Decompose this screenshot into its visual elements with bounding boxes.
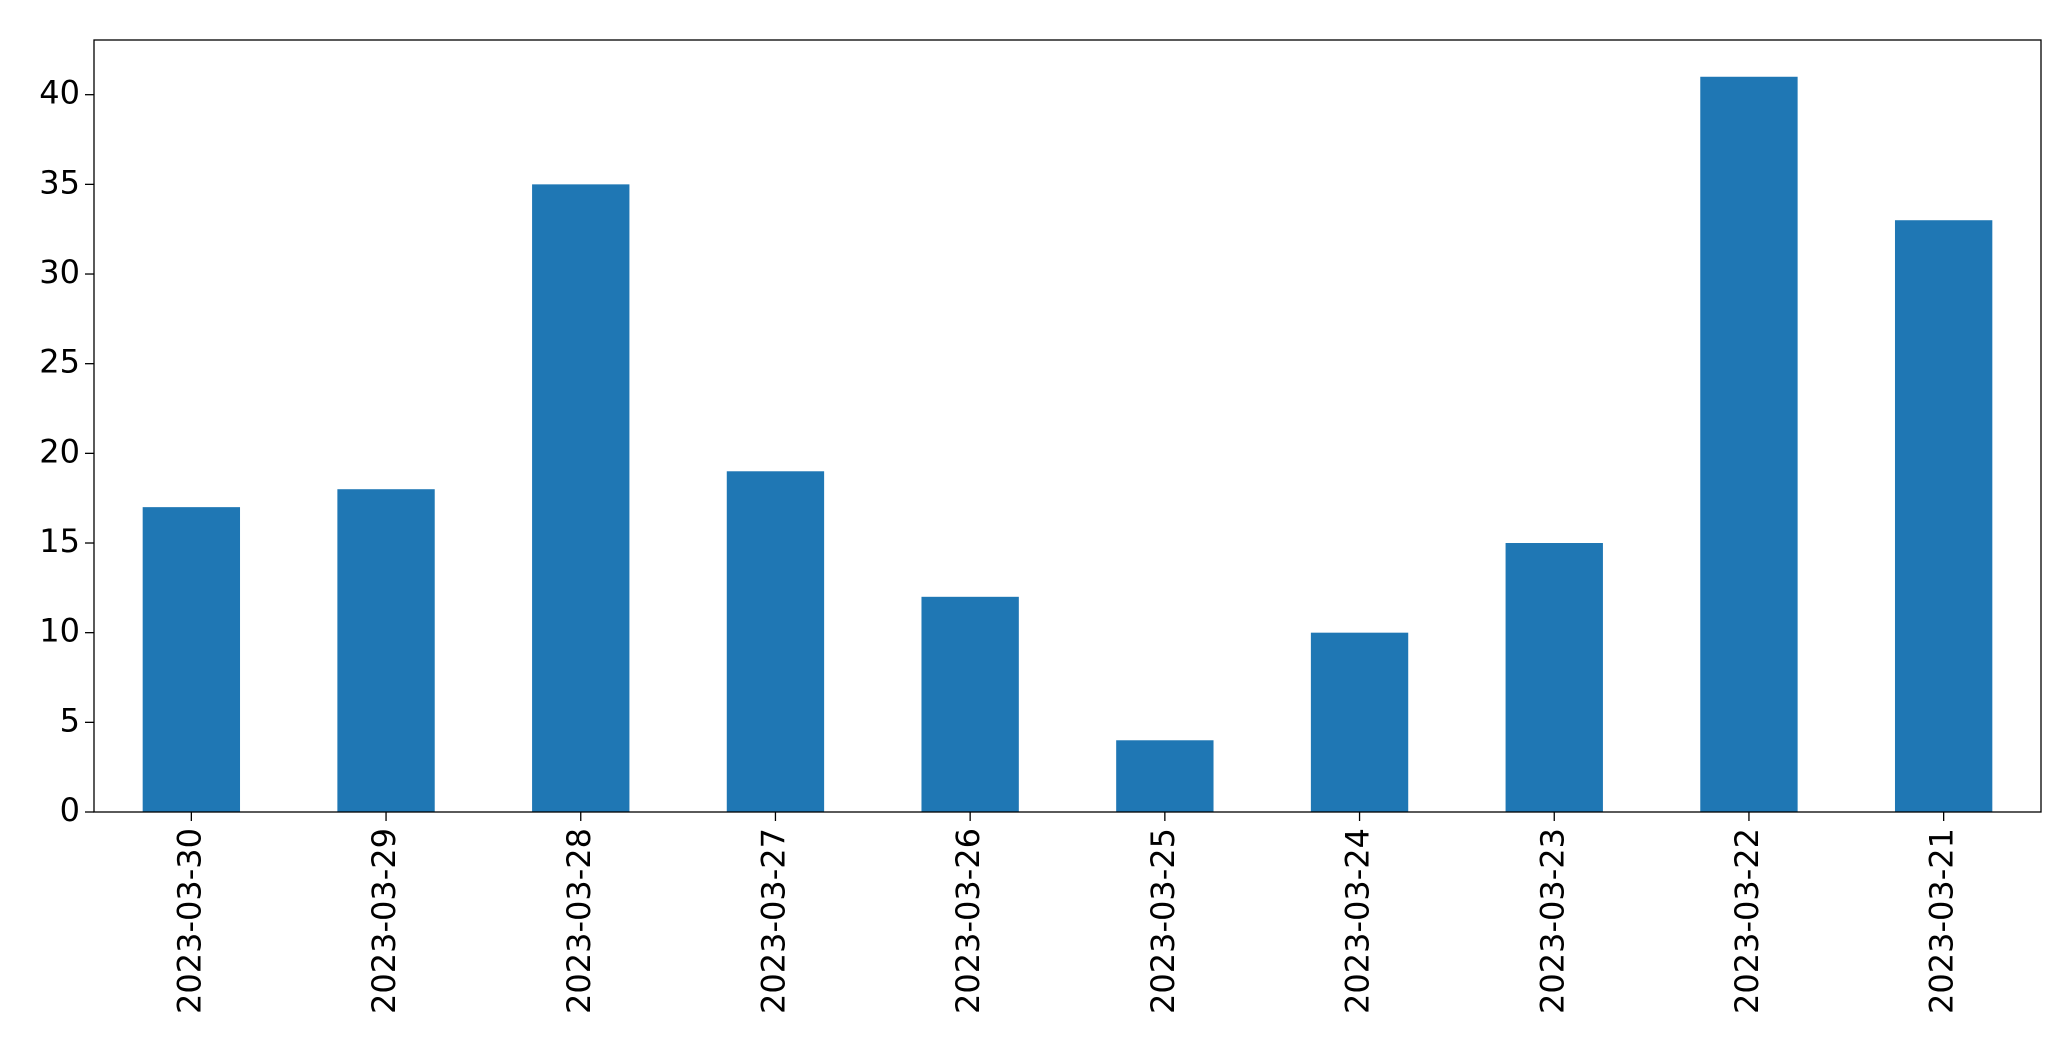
bar: [1505, 543, 1603, 812]
x-tick-label: 2023-03-24: [1339, 828, 1377, 1014]
y-tick-label: 15: [39, 522, 80, 560]
x-tick-label: 2023-03-25: [1144, 828, 1182, 1014]
bar: [726, 471, 825, 812]
x-tick-label: 2023-03-21: [1923, 828, 1961, 1014]
bar: [1116, 740, 1214, 812]
bar: [921, 596, 1019, 812]
bar: [1894, 220, 1993, 812]
bar: [337, 489, 435, 812]
y-tick-label: 20: [39, 432, 80, 470]
y-tick-label: 10: [39, 612, 80, 650]
x-tick-label: 2023-03-29: [365, 828, 403, 1014]
axes-frame: [93, 39, 2042, 813]
y-tick-label: 35: [39, 163, 80, 201]
y-tick-label: 25: [39, 343, 80, 381]
bar: [1310, 632, 1409, 812]
y-tick-label: 5: [60, 701, 80, 739]
y-tick-label: 40: [39, 74, 80, 112]
x-tick-label: 2023-03-26: [949, 828, 987, 1014]
y-tick-label: 30: [39, 253, 80, 291]
x-tick-label: 2023-03-30: [170, 828, 208, 1014]
x-tick-label: 2023-03-22: [1728, 828, 1766, 1014]
bar: [1700, 76, 1798, 812]
x-tick-label: 2023-03-27: [754, 828, 792, 1014]
x-tick-label: 2023-03-28: [560, 828, 598, 1014]
bar: [142, 507, 241, 812]
bar: [532, 184, 630, 812]
y-tick-label: 0: [60, 791, 80, 829]
x-tick-label: 2023-03-23: [1533, 828, 1571, 1014]
